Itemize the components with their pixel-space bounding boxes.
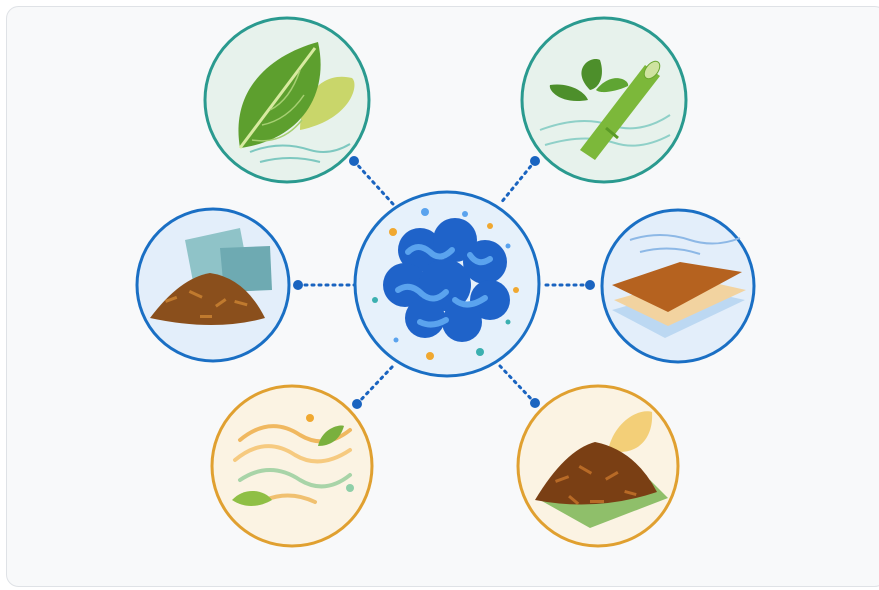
center-node-part-part <box>405 298 445 338</box>
page: (() => { const data = JSON.parse(documen… <box>0 0 879 590</box>
aroma-node-part <box>212 386 372 546</box>
center-node-part-part <box>389 228 397 236</box>
center-node-part-part <box>421 208 429 216</box>
diagram <box>0 0 879 590</box>
connector-dot-part <box>349 156 359 166</box>
connector-dot-part <box>585 280 595 290</box>
aroma-node <box>212 386 372 546</box>
connector-dot-part <box>352 399 362 409</box>
center-node <box>355 192 539 376</box>
center-node-part-part <box>487 223 493 229</box>
connector-dot-part <box>530 398 540 408</box>
center-node-part-part <box>372 297 378 303</box>
cloth-node <box>137 209 289 361</box>
bamboo-node-part <box>522 18 686 182</box>
connector-dot-part <box>293 280 303 290</box>
leaf-node <box>205 18 369 182</box>
center-node-part-part <box>506 320 511 325</box>
center-node-part-part <box>462 211 468 217</box>
tobacco-node <box>518 386 678 546</box>
connector-dot-part <box>530 156 540 166</box>
cloth-node-part-part <box>200 315 212 318</box>
center-node-part-part <box>513 287 519 293</box>
center-node-part-part <box>426 352 434 360</box>
center-node-part-part <box>476 348 484 356</box>
aroma-node-part <box>346 484 354 492</box>
center-node-part-part <box>394 338 399 343</box>
bamboo-node <box>522 18 686 182</box>
tobacco-node-part-part <box>590 500 604 503</box>
aroma-node-part <box>306 414 314 422</box>
sheet-node <box>602 210 754 362</box>
center-node-part-part <box>506 244 511 249</box>
